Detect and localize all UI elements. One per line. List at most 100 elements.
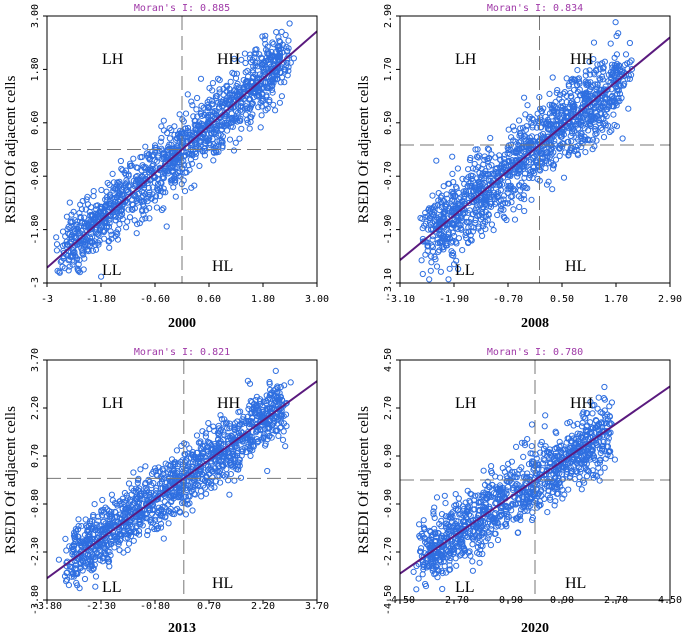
- data-point: [482, 201, 489, 208]
- data-point: [160, 205, 167, 212]
- data-point: [143, 486, 151, 493]
- data-point: [221, 120, 228, 127]
- data-point: [262, 79, 269, 86]
- data-point: [590, 113, 597, 120]
- data-point: [155, 504, 162, 511]
- data-point: [100, 506, 107, 513]
- data-point: [98, 186, 105, 194]
- x-tick-label: -1.90: [439, 294, 469, 305]
- data-point: [519, 184, 526, 191]
- data-point: [440, 183, 447, 190]
- data-point: [217, 412, 224, 419]
- data-point: [592, 123, 599, 130]
- data-point: [273, 28, 280, 36]
- data-point: [494, 164, 501, 172]
- data-point: [128, 491, 135, 498]
- data-point: [566, 103, 573, 111]
- data-point: [206, 140, 213, 147]
- data-point: [184, 131, 191, 138]
- data-point: [269, 76, 276, 84]
- data-point: [282, 31, 289, 39]
- data-point: [529, 509, 536, 516]
- data-point: [524, 507, 531, 514]
- data-point: [554, 87, 561, 94]
- data-point: [212, 147, 219, 154]
- data-point: [85, 522, 93, 530]
- data-point: [530, 154, 537, 161]
- data-point: [78, 523, 85, 530]
- data-point: [196, 162, 203, 169]
- data-point: [95, 513, 102, 520]
- data-point: [65, 582, 73, 589]
- data-point: [485, 529, 492, 536]
- y-tick-label: -3.10: [383, 268, 394, 298]
- data-point: [186, 485, 193, 492]
- data-point: [420, 524, 428, 531]
- data-point: [565, 486, 572, 493]
- data-point: [79, 218, 86, 225]
- data-point: [507, 182, 514, 189]
- data-point: [599, 126, 606, 133]
- data-point: [264, 43, 271, 50]
- data-point: [188, 98, 195, 105]
- data-point: [413, 586, 420, 593]
- quadrant-label-ll: LL: [455, 262, 475, 279]
- data-point: [273, 389, 280, 396]
- data-point: [198, 102, 205, 110]
- data-point: [496, 152, 503, 159]
- data-point: [260, 398, 267, 405]
- data-point: [275, 56, 282, 63]
- data-point: [628, 66, 636, 73]
- data-point: [502, 199, 509, 207]
- data-point: [416, 532, 423, 540]
- data-point: [156, 147, 163, 154]
- data-point: [272, 107, 279, 114]
- data-point: [189, 459, 197, 466]
- data-point: [53, 247, 61, 254]
- data-point: [182, 152, 189, 159]
- data-point: [276, 389, 283, 396]
- data-point: [285, 52, 292, 59]
- data-point: [165, 461, 172, 468]
- data-point: [264, 467, 271, 475]
- data-point: [166, 463, 174, 470]
- data-point: [582, 415, 589, 422]
- data-point: [438, 237, 445, 245]
- data-point: [583, 473, 591, 480]
- data-point: [121, 513, 129, 521]
- data-point: [431, 211, 438, 219]
- data-point: [495, 522, 502, 529]
- data-point: [172, 136, 179, 143]
- data-point: [497, 164, 504, 171]
- data-point: [249, 111, 256, 118]
- data-point: [92, 573, 100, 580]
- data-point: [442, 500, 449, 507]
- data-point: [256, 85, 263, 92]
- data-point: [476, 506, 483, 514]
- data-point: [494, 211, 501, 219]
- data-point: [479, 220, 486, 227]
- data-point: [223, 97, 230, 105]
- data-point: [439, 585, 446, 593]
- data-point: [511, 187, 518, 194]
- data-point: [222, 460, 229, 467]
- data-point: [517, 510, 524, 518]
- data-point: [457, 551, 464, 558]
- data-point: [272, 367, 279, 374]
- data-point: [608, 399, 616, 406]
- data-point: [499, 181, 506, 188]
- data-point: [204, 438, 211, 445]
- data-point: [487, 542, 494, 549]
- data-point: [470, 224, 477, 231]
- data-point: [201, 442, 208, 449]
- data-point: [601, 464, 608, 471]
- data-point: [576, 92, 584, 99]
- data-point: [498, 205, 505, 213]
- data-point: [469, 558, 476, 565]
- quadrant-label-hl: HL: [212, 258, 233, 275]
- data-point: [98, 203, 105, 210]
- data-point: [499, 504, 506, 511]
- data-point: [543, 448, 551, 455]
- data-point: [122, 182, 129, 189]
- data-point: [596, 477, 603, 484]
